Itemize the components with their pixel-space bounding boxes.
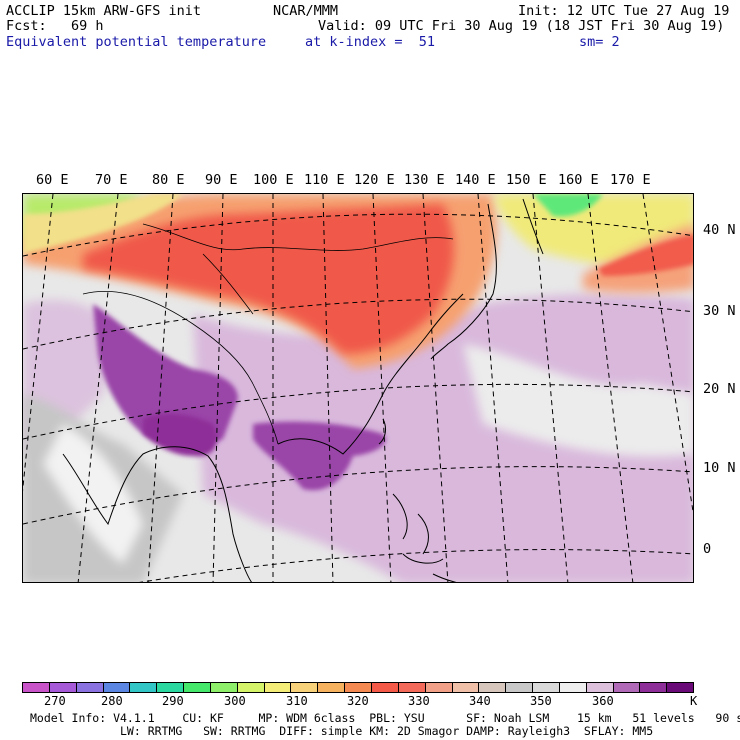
colorbar-tick-290: 290 [162,694,184,708]
colorbar-swatch-23 [640,683,668,692]
colorbar-swatch-18 [506,683,534,692]
forecast-hour: Fcst: 69 h [6,18,104,34]
field-name: Equivalent potential temperature [6,34,267,50]
colorbar-swatch-9 [264,683,292,692]
lon-label-90e: 90 E [205,172,238,188]
lat-label-20n: 20 N [703,381,736,397]
colorbar-tick-330: 330 [408,694,430,708]
colorbar-swatch-0 [23,683,50,692]
lon-label-130e: 130 E [404,172,445,188]
colorbar-swatch-7 [210,683,238,692]
colorbar-swatch-10 [291,683,319,692]
lat-label-0: 0 [703,541,712,557]
colorbar-swatch-15 [425,683,453,692]
colorbar-swatch-8 [237,683,265,692]
lat-label-40n: 40 N [703,222,736,238]
lavender-tropics [193,294,693,582]
colorbar-swatch-4 [130,683,158,692]
init-time: Init: 12 UTC Tue 27 Aug 19 [518,3,730,19]
purple-tibet [93,304,238,446]
purple-indochina [143,413,217,457]
colorbar-swatch-24 [667,683,694,692]
colorbar-tick-320: 320 [347,694,369,708]
valid-time: Valid: 09 UTC Fri 30 Aug 19 (18 JST Fri … [318,18,725,34]
org-label: NCAR/MMM [273,3,339,19]
colorbar-swatch-13 [371,683,399,692]
colorbar-swatch-5 [157,683,185,692]
colorbar-tick-350: 350 [530,694,552,708]
colorbar-swatch-17 [479,683,507,692]
yellow-northwest [23,194,183,254]
purple-southeast-asia [253,421,386,491]
map-canvas [23,194,693,582]
colorbar-swatch-20 [559,683,587,692]
lon-label-150e: 150 E [506,172,547,188]
lon-label-170e: 170 E [610,172,651,188]
theta-e-map [22,193,694,583]
smoothing-label: sm= 2 [579,34,620,50]
lon-label-160e: 160 E [558,172,599,188]
grey-pacific [463,344,693,457]
lon-label-70e: 70 E [95,172,128,188]
red-north [83,204,454,354]
colorbar-swatch-14 [398,683,426,692]
colorbar-tick-270: 270 [44,694,66,708]
colorbar-swatch-12 [345,683,372,692]
colorbar-tick-310: 310 [286,694,308,708]
colorbar-swatch-6 [184,683,211,692]
lon-label-120e: 120 E [354,172,395,188]
colorbar-swatch-2 [76,683,104,692]
colorbar-swatch-19 [533,683,560,692]
lon-label-60e: 60 E [36,172,69,188]
colorbar-swatch-21 [586,683,614,692]
white-patch [43,424,143,564]
green-northeast [533,194,603,217]
lon-label-80e: 80 E [152,172,185,188]
colorbar-tick-360: 360 [592,694,614,708]
lon-label-100e: 100 E [253,172,294,188]
colorbar-swatch-22 [613,683,641,692]
colorbar-swatch-11 [318,683,346,692]
colorbar-swatch-16 [452,683,480,692]
lon-label-140e: 140 E [455,172,496,188]
red-pacific-band [598,234,693,276]
lat-label-30n: 30 N [703,303,736,319]
lat-label-10n: 10 N [703,460,736,476]
colorbar-swatch-1 [49,683,77,692]
level-label: at k-index = 51 [305,34,436,50]
model-info-line2: LW: RRTMG SW: RRTMG DIFF: simple KM: 2D … [30,724,654,738]
colorbar-tick-280: 280 [101,694,123,708]
colorbar [22,682,694,693]
lon-label-110e: 110 E [304,172,345,188]
model-info-line1: Model Info: V4.1.1 CU: KF MP: WDM 6class… [30,711,740,725]
colorbar-unit: K [690,694,698,708]
colorbar-tick-340: 340 [469,694,491,708]
model-title: ACCLIP 15km ARW-GFS init [6,3,202,19]
colorbar-tick-300: 300 [224,694,246,708]
colorbar-swatch-3 [103,683,131,692]
